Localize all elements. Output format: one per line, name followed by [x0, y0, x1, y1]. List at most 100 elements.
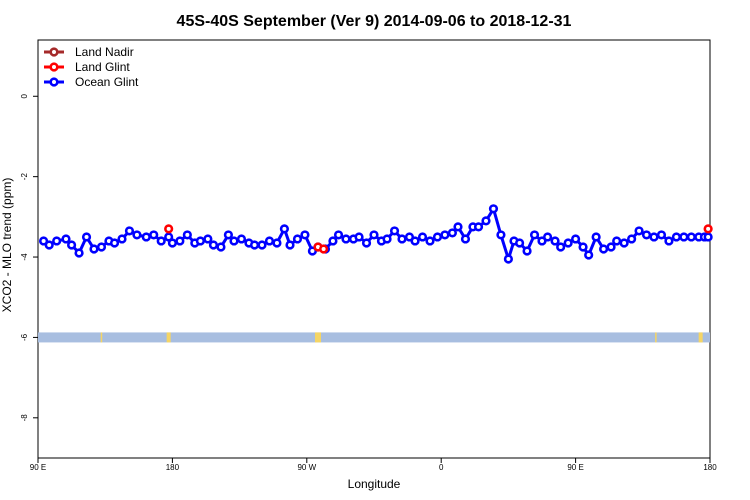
- data-point: [440, 230, 450, 240]
- data-point: [542, 232, 553, 242]
- data-point: [81, 232, 92, 242]
- data-point: [236, 234, 247, 244]
- data-point: [164, 232, 174, 242]
- y-axis-label: XCO2 - MLO trend (ppm): [0, 178, 14, 313]
- data-point: [300, 230, 310, 240]
- y-tick-label: 0: [20, 93, 29, 98]
- data-point: [425, 236, 435, 246]
- x-axis-label: Longitude: [348, 477, 401, 491]
- legend-label: Land Glint: [75, 60, 130, 74]
- data-point: [550, 236, 560, 246]
- data-point: [612, 236, 622, 246]
- data-point: [229, 236, 239, 246]
- y-axis: 0 -2 -4 -6 -8: [20, 93, 38, 421]
- data-point: [216, 242, 226, 252]
- data-point: [606, 242, 616, 252]
- data-point: [703, 232, 713, 242]
- data-point: [249, 240, 260, 250]
- data-point: [578, 242, 588, 252]
- y-tick-label: -8: [20, 414, 29, 422]
- data-point: [279, 224, 290, 234]
- data-point: [598, 244, 609, 254]
- data-point: [537, 236, 547, 246]
- data-point: [634, 226, 644, 236]
- data-point: [382, 234, 392, 244]
- data-point: [514, 238, 525, 248]
- data-point: [44, 240, 54, 250]
- y-tick-label: -6: [20, 333, 29, 341]
- data-point: [556, 242, 566, 252]
- data-point: [182, 230, 192, 240]
- ocean-strip: [38, 332, 710, 343]
- data-point: [432, 232, 443, 242]
- y-tick-label: -4: [20, 253, 29, 261]
- data-point: [124, 226, 135, 236]
- data-point: [473, 222, 484, 232]
- data-point: [417, 232, 428, 242]
- data-point: [447, 228, 458, 238]
- data-point: [570, 234, 581, 244]
- data-point: [341, 234, 351, 244]
- x-tick-label: 90 W: [297, 463, 316, 472]
- data-point: [671, 232, 682, 242]
- data-point: [649, 232, 659, 242]
- data-point: [626, 234, 637, 244]
- data-point: [460, 234, 471, 244]
- plot-area: [37, 39, 711, 459]
- x-tick-label: 180: [166, 463, 180, 472]
- chart-title: 45S-40S September (Ver 9) 2014-09-06 to …: [177, 13, 572, 30]
- land-patch: [698, 332, 703, 343]
- legend-label: Ocean Glint: [75, 75, 139, 89]
- data-point: [272, 238, 282, 248]
- data-point: [89, 244, 99, 254]
- data-point: [619, 238, 629, 248]
- legend-swatch-marker: [49, 47, 59, 57]
- data-point: [591, 232, 601, 242]
- land-strip: [38, 332, 710, 343]
- data-point: [369, 230, 379, 240]
- data-point: [66, 240, 77, 250]
- data-point: [529, 230, 540, 240]
- data-point: [319, 244, 329, 254]
- data-point: [453, 222, 463, 232]
- data-point: [522, 246, 532, 256]
- data-point: [61, 234, 71, 244]
- legend-swatch-marker: [49, 77, 59, 87]
- data-point: [257, 240, 267, 250]
- land-patch: [166, 332, 171, 343]
- data-point: [203, 234, 213, 244]
- data-point: [285, 240, 295, 250]
- legend-swatch-marker: [49, 62, 59, 72]
- land-patch: [315, 332, 321, 343]
- series-layer: [38, 204, 713, 265]
- data-point: [141, 232, 151, 242]
- x-axis: 90 E 180 90 W 0 90 E 180: [30, 458, 717, 472]
- data-point: [584, 250, 594, 260]
- land-patch: [655, 332, 657, 343]
- data-point: [208, 240, 219, 250]
- data-point: [563, 238, 573, 248]
- data-point: [354, 232, 364, 242]
- data-point: [703, 224, 713, 234]
- data-point: [264, 236, 275, 246]
- data-point: [223, 230, 233, 240]
- legend-label: Land Nadir: [75, 45, 134, 59]
- data-point: [149, 230, 159, 240]
- data-point: [167, 238, 177, 248]
- data-point: [38, 236, 49, 246]
- x-tick-label: 90 E: [567, 463, 583, 472]
- data-point: [656, 230, 667, 240]
- data-point: [52, 236, 62, 246]
- data-point: [74, 248, 84, 258]
- data-point: [307, 246, 318, 256]
- data-point: [164, 224, 174, 234]
- x-tick-label: 0: [439, 463, 444, 472]
- data-point: [333, 230, 344, 240]
- land-patch: [100, 332, 103, 343]
- data-point: [96, 242, 107, 252]
- data-point: [175, 236, 185, 246]
- y-tick-label: -2: [20, 173, 29, 181]
- x-tick-label: 90 E: [30, 463, 46, 472]
